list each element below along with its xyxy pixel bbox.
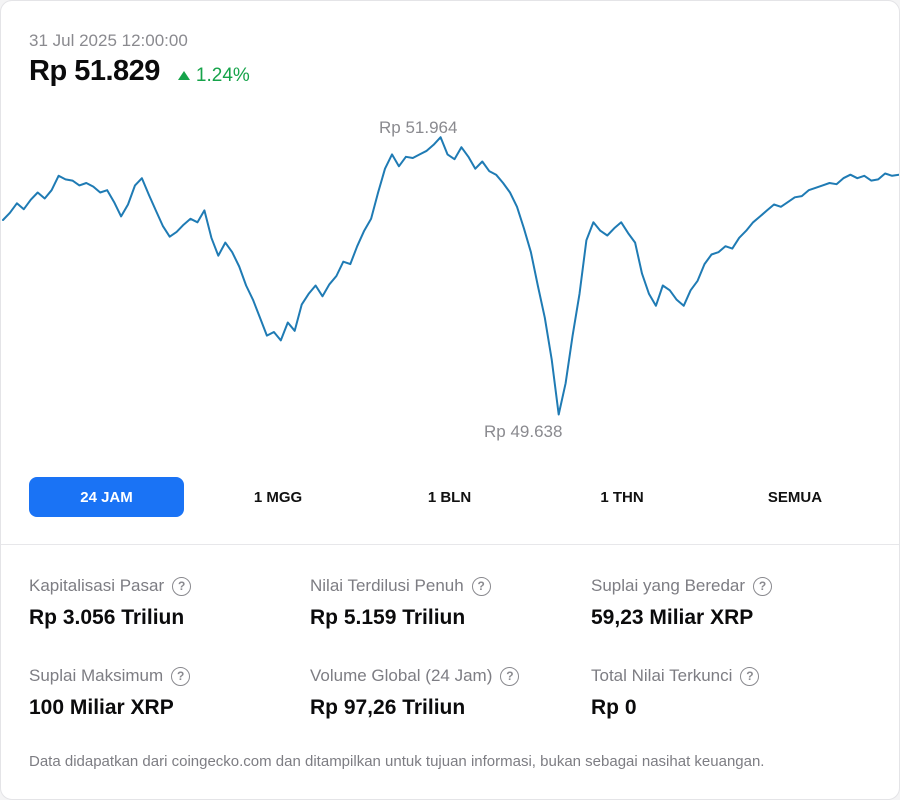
stat-label: Kapitalisasi Pasar [29, 576, 165, 595]
chart-high-label: Rp 51.964 [379, 118, 458, 137]
stat-circulating-supply: Suplai yang Beredar? 59,23 Miliar XRP [591, 576, 861, 630]
stat-label: Total Nilai Terkunci [591, 666, 733, 685]
stat-value: Rp 0 [591, 696, 637, 719]
help-circle-icon[interactable]: ? [740, 666, 760, 686]
tab-all[interactable]: SEMUA [767, 488, 823, 506]
timeframe-tabs: 24 JAM 1 MGG 1 BLN 1 THN SEMUA [29, 477, 873, 517]
current-price: Rp 51.829 [29, 55, 160, 87]
stat-label: Volume Global (24 Jam) [310, 666, 493, 685]
section-divider [1, 544, 899, 545]
stat-global-volume: Volume Global (24 Jam)? Rp 97,26 Triliun [310, 666, 580, 720]
tab-1y[interactable]: 1 THN [600, 488, 644, 506]
tab-1m[interactable]: 1 BLN [427, 488, 472, 506]
stat-value: 59,23 Miliar XRP [591, 606, 754, 629]
stat-max-supply: Suplai Maksimum? 100 Miliar XRP [29, 666, 299, 720]
price-change-percent: 1.24% [195, 64, 250, 86]
help-circle-icon[interactable]: ? [172, 576, 192, 596]
stat-total-value-locked: Total Nilai Terkunci? Rp 0 [591, 666, 861, 720]
stat-label: Nilai Terdilusi Penuh [310, 576, 464, 595]
help-circle-icon[interactable]: ? [500, 666, 520, 686]
disclaimer-text: Data didapatkan dari coingecko.com dan d… [29, 753, 765, 770]
stat-market-cap: Kapitalisasi Pasar? Rp 3.056 Triliun [29, 576, 299, 630]
stat-value: Rp 3.056 Triliun [29, 606, 185, 629]
stat-value: Rp 97,26 Triliun [310, 696, 466, 719]
help-circle-icon[interactable]: ? [471, 576, 491, 596]
price-line [2, 136, 899, 416]
price-chart[interactable] [1, 101, 899, 461]
price-chart-svg [2, 136, 899, 416]
price-change: 1.24% [177, 64, 250, 87]
tab-24h[interactable]: 24 JAM [29, 477, 184, 517]
timestamp: 31 Jul 2025 12:00:00 [29, 31, 188, 50]
triangle-up-icon [177, 71, 190, 80]
help-circle-icon[interactable]: ? [753, 576, 773, 596]
stat-fully-diluted: Nilai Terdilusi Penuh? Rp 5.159 Triliun [310, 576, 580, 630]
tab-1w[interactable]: 1 MGG [253, 488, 303, 506]
stat-label: Suplai Maksimum [29, 666, 164, 685]
help-circle-icon[interactable]: ? [171, 666, 191, 686]
stat-label: Suplai yang Beredar [591, 576, 746, 595]
price-row: Rp 51.829 1.24% [29, 55, 250, 88]
stat-value: Rp 5.159 Triliun [310, 606, 466, 629]
chart-low-label: Rp 49.638 [484, 422, 563, 441]
stat-value: 100 Miliar XRP [29, 696, 174, 719]
